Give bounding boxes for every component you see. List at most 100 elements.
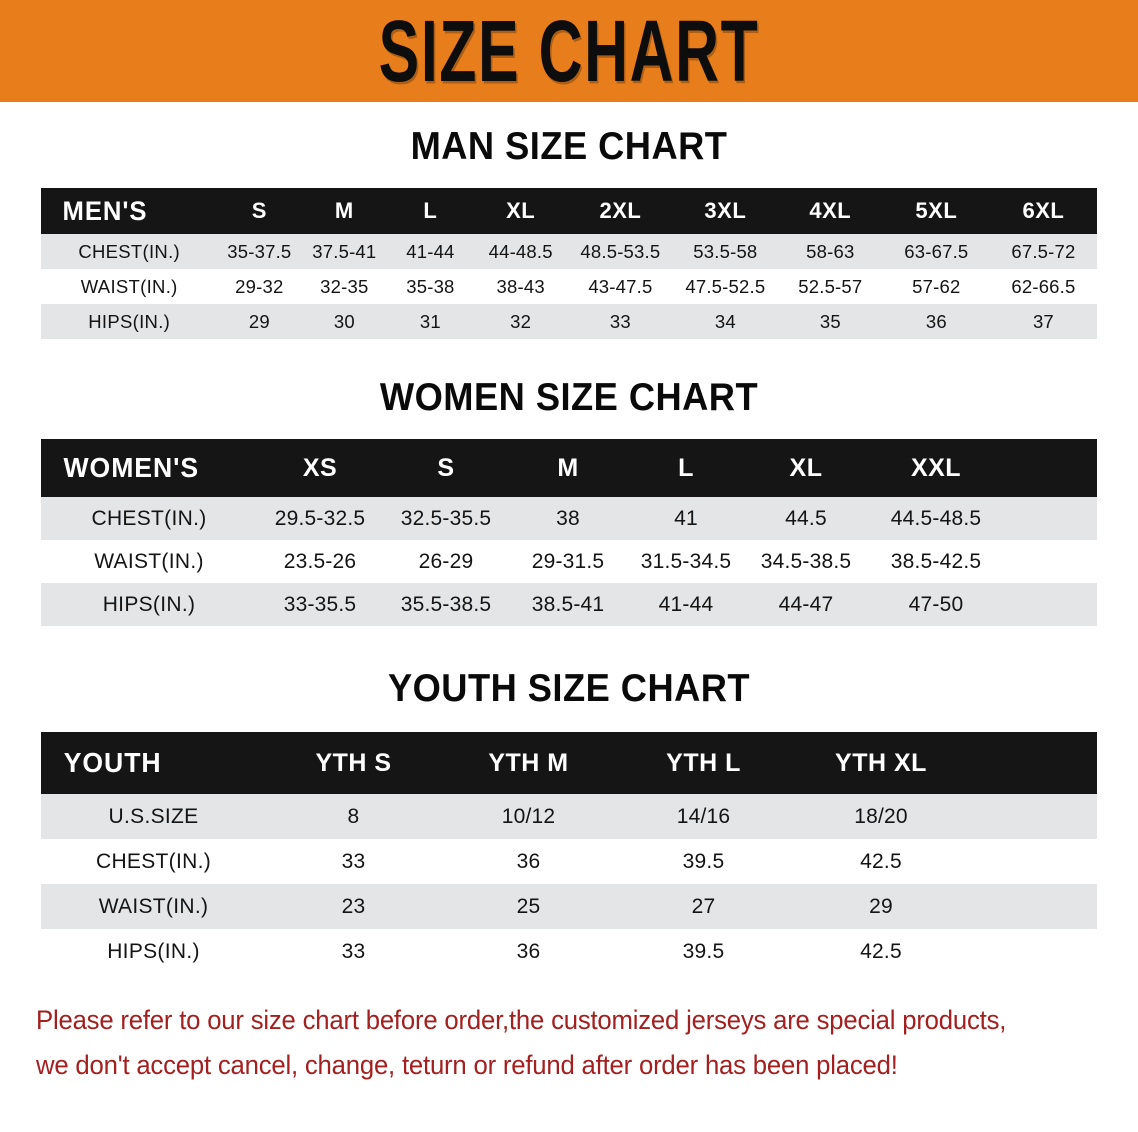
row-label: CHEST(IN.): [96, 849, 211, 873]
table-row: U.S.SIZE 8 10/12 14/16 18/20: [41, 794, 1097, 839]
cell: 29.5-32.5: [274, 506, 366, 530]
cell: 57-62: [912, 275, 961, 297]
row-label: HIPS(IN.): [102, 592, 196, 616]
women-col-header: XS: [302, 453, 338, 482]
table-row: WAIST(IN.) 23.5-26 26-29 29-31.5 31.5-34…: [41, 540, 1097, 583]
cell: 25: [516, 894, 541, 918]
cell-spacer: [971, 929, 1097, 974]
cell: 26-29: [418, 549, 474, 573]
row-label: WAIST(IN.): [80, 275, 178, 297]
cell-spacer: [1005, 583, 1097, 626]
cell: 18/20: [854, 804, 908, 828]
cell: 38-43: [496, 275, 545, 297]
youth-col-header: YTH S: [315, 748, 392, 777]
man-col-header: L: [423, 198, 438, 223]
cell: 41-44: [406, 240, 455, 262]
women-col-header: XXL: [910, 453, 962, 482]
cell: 31: [419, 310, 441, 332]
cell: 14/16: [676, 804, 731, 828]
cell: 47.5-52.5: [685, 275, 766, 297]
cell: 48.5-53.5: [580, 240, 661, 262]
row-label: CHEST(IN.): [78, 240, 180, 262]
women-size-table: WOMEN'S XS S M L XL XXL CHEST(IN.) 29.5-…: [41, 439, 1097, 626]
man-header-row: MEN'S S M L XL 2XL 3XL 4XL 5XL 6XL: [41, 188, 1097, 234]
row-label: HIPS(IN.): [107, 939, 200, 963]
cell: 38.5-42.5: [890, 549, 982, 573]
cell: 33: [609, 310, 631, 332]
cell: 33-35.5: [283, 592, 357, 616]
man-col-header: XL: [506, 198, 536, 223]
women-corner-label: WOMEN'S: [63, 452, 200, 483]
youth-col-header: YTH M: [488, 748, 569, 777]
cell: 29: [869, 894, 893, 918]
disclaimer-line-2: we don't accept cancel, change, teturn o…: [36, 1050, 898, 1080]
man-col-header: 3XL: [704, 198, 747, 223]
cell: 67.5-72: [1011, 240, 1076, 262]
cell: 41-44: [658, 592, 714, 616]
cell: 39.5: [682, 939, 725, 963]
cell: 30: [333, 310, 355, 332]
cell: 36: [925, 310, 947, 332]
man-corner-label: MEN'S: [62, 195, 148, 226]
disclaimer-note: Please refer to our size chart before or…: [36, 998, 1070, 1088]
women-section-title: WOMEN SIZE CHART: [379, 376, 759, 419]
table-row: HIPS(IN.) 33 36 39.5 42.5: [41, 929, 1097, 974]
women-table-wrapper: WOMEN'S XS S M L XL XXL CHEST(IN.) 29.5-…: [41, 439, 1097, 626]
cell: 33: [341, 849, 366, 873]
row-label: WAIST(IN.): [94, 549, 204, 573]
row-label: CHEST(IN.): [91, 506, 207, 530]
cell-spacer: [1005, 540, 1097, 583]
cell: 44-47: [778, 592, 834, 616]
women-col-header: M: [557, 453, 579, 482]
cell: 37: [1032, 310, 1054, 332]
row-label: WAIST(IN.): [98, 894, 209, 918]
table-row: HIPS(IN.) 29 30 31 32 33 34 35 36 37: [41, 304, 1097, 339]
youth-section-title: YOUTH SIZE CHART: [387, 667, 751, 710]
cell-spacer: [971, 884, 1097, 929]
cell: 39.5: [682, 849, 725, 873]
cell-spacer: [1005, 497, 1097, 540]
women-col-spacer: [1005, 439, 1097, 497]
cell: 33: [341, 939, 366, 963]
youth-col-header: YTH L: [666, 748, 741, 777]
youth-corner-label: YOUTH: [63, 747, 162, 778]
cell: 37.5-41: [312, 240, 377, 262]
man-size-table: MEN'S S M L XL 2XL 3XL 4XL 5XL 6XL CHEST…: [41, 188, 1097, 339]
cell: 62-66.5: [1011, 275, 1076, 297]
women-col-header: S: [437, 453, 455, 482]
cell-spacer: [971, 839, 1097, 884]
cell: 10/12: [501, 804, 556, 828]
row-label: U.S.SIZE: [108, 804, 199, 828]
table-row: WAIST(IN.) 23 25 27 29: [41, 884, 1097, 929]
cell: 38: [556, 506, 580, 530]
cell: 53.5-58: [693, 240, 758, 262]
cell: 42.5: [860, 849, 902, 873]
cell: 27: [691, 894, 716, 918]
youth-header-row: YOUTH YTH S YTH M YTH L YTH XL: [41, 732, 1097, 794]
youth-col-header: YTH XL: [835, 748, 927, 777]
table-row: CHEST(IN.) 35-37.5 37.5-41 41-44 44-48.5…: [41, 234, 1097, 269]
cell: 32.5-35.5: [400, 506, 492, 530]
cell: 43-47.5: [588, 275, 653, 297]
cell: 32-35: [320, 275, 369, 297]
cell: 47-50: [908, 592, 964, 616]
row-label: HIPS(IN.): [88, 310, 171, 332]
disclaimer-line-1: Please refer to our size chart before or…: [36, 1005, 1007, 1035]
cell: 23.5-26: [283, 549, 357, 573]
cell: 63-67.5: [904, 240, 969, 262]
cell: 35.5-38.5: [400, 592, 492, 616]
youth-col-spacer: [971, 732, 1097, 794]
man-table-wrapper: MEN'S S M L XL 2XL 3XL 4XL 5XL 6XL CHEST…: [41, 188, 1097, 339]
cell: 29-32: [235, 275, 284, 297]
man-col-header: M: [334, 198, 354, 223]
women-col-header: L: [678, 453, 694, 482]
table-row: HIPS(IN.) 33-35.5 35.5-38.5 38.5-41 41-4…: [41, 583, 1097, 626]
youth-size-table: YOUTH YTH S YTH M YTH L YTH XL U.S.SIZE …: [41, 732, 1097, 974]
man-section-title: MAN SIZE CHART: [410, 125, 728, 168]
cell: 52.5-57: [798, 275, 863, 297]
women-col-header: XL: [789, 453, 823, 482]
women-header-row: WOMEN'S XS S M L XL XXL: [41, 439, 1097, 497]
cell: 42.5: [860, 939, 902, 963]
cell: 8: [347, 804, 360, 828]
